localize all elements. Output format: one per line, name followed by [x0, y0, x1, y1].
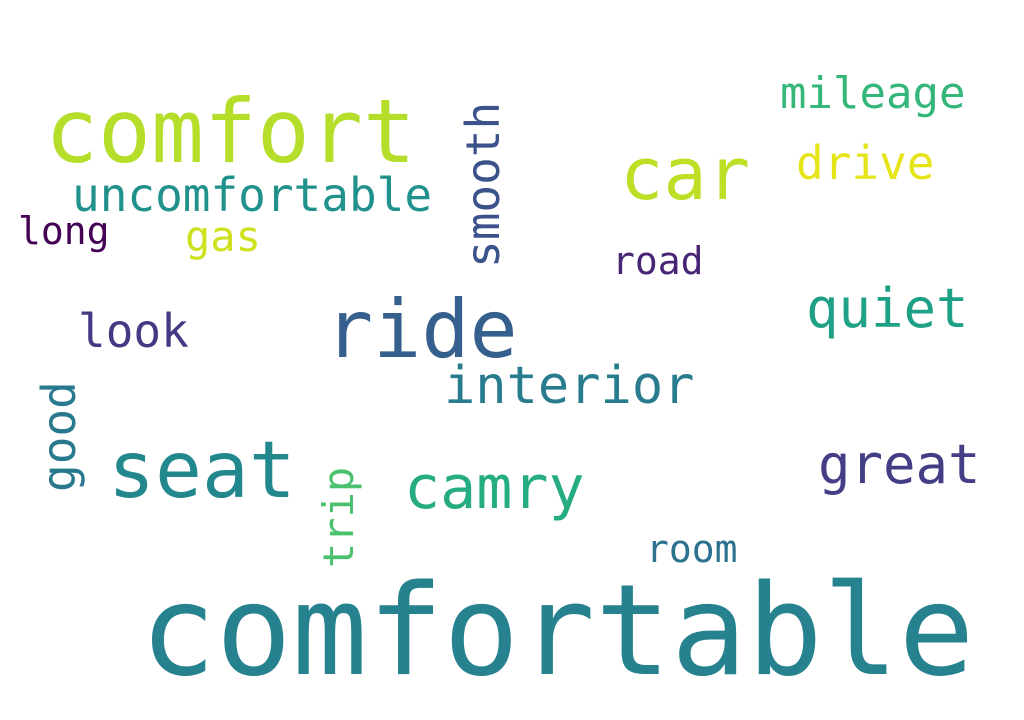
word-camry: camry	[404, 453, 585, 523]
word-quiet: quiet	[806, 277, 969, 340]
word-ride: ride	[325, 283, 518, 376]
word-room: room	[646, 527, 738, 571]
word-smooth: smooth	[456, 101, 510, 268]
word-comfortable: comfortable	[140, 557, 975, 704]
word-look: look	[78, 304, 189, 358]
word-comfort: comfort	[45, 80, 416, 183]
word-uncomfortable: uncomfortable	[72, 168, 433, 222]
word-gas: gas	[185, 212, 261, 261]
word-great: great	[818, 433, 981, 496]
word-seat: seat	[108, 426, 296, 516]
word-car: car	[620, 132, 751, 216]
word-long: long	[18, 209, 110, 253]
word-good: good	[32, 381, 86, 492]
word-road: road	[612, 239, 704, 283]
word-mileage: mileage	[780, 68, 966, 119]
word-drive: drive	[796, 136, 935, 190]
word-trip: trip	[314, 466, 363, 568]
word-interior: interior	[444, 356, 695, 416]
